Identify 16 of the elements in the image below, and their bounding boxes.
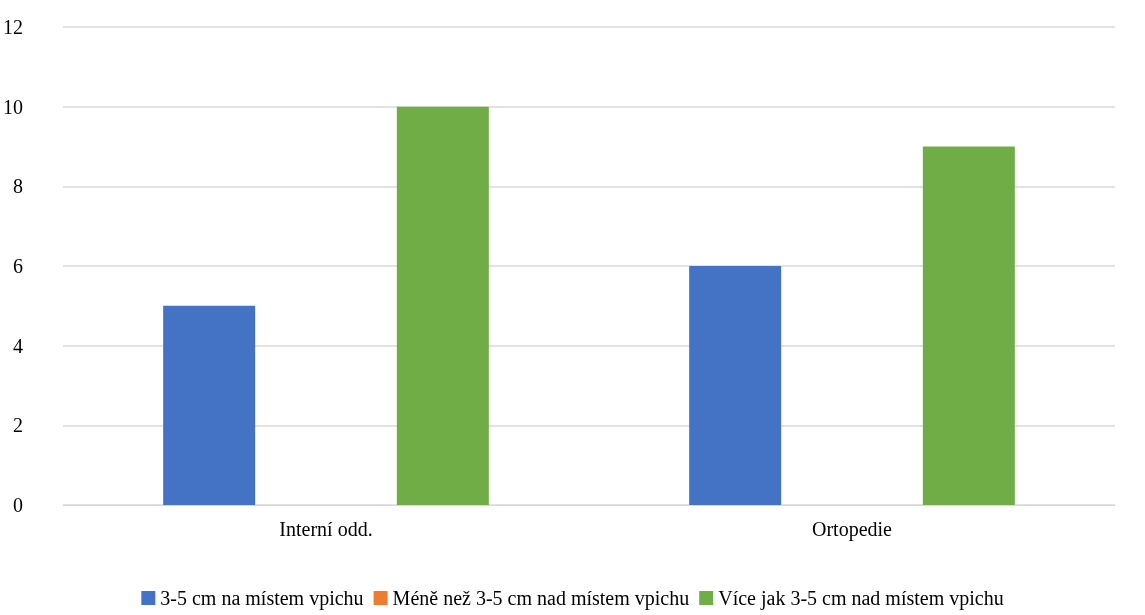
legend-label: Více jak 3-5 cm nad místem vpichu [718,587,1004,610]
y-tick-label: 4 [13,334,23,357]
y-tick-label: 10 [3,95,23,118]
y-tick-label: 2 [13,414,23,437]
legend-label: 3-5 cm na místem vpichu [160,587,364,610]
y-tick-label: 8 [13,175,23,198]
legend-label: Méně než 3-5 cm nad místem vpichu [392,587,690,610]
y-tick-label: 6 [13,255,23,277]
bar [396,106,489,505]
y-tick-label: 0 [13,494,23,516]
x-tick-label: Interní odd. [279,518,373,540]
bar [689,266,782,505]
bar [163,305,256,505]
y-tick-label: 12 [3,16,23,38]
bar [922,146,1015,505]
x-tick-label: Ortopedie [812,518,893,541]
